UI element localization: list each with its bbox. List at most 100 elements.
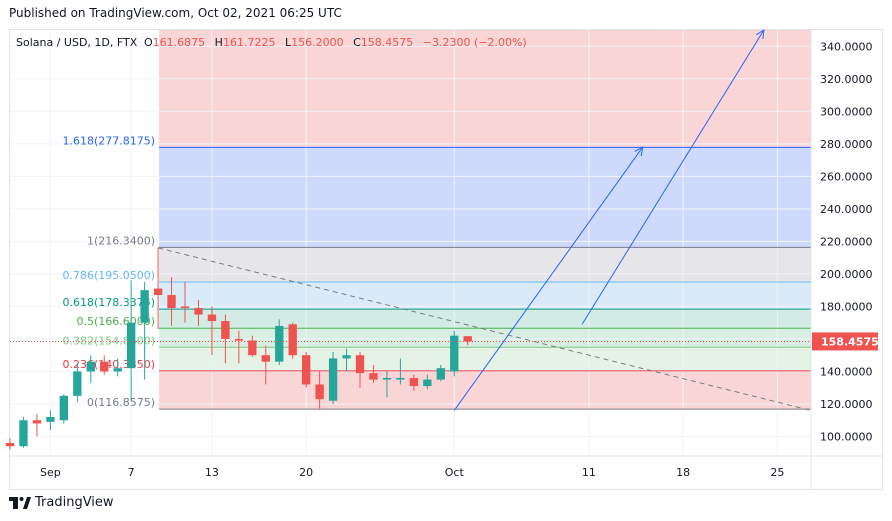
tradingview-logo-text: TradingView (35, 495, 114, 510)
projection-arrow (581, 29, 765, 325)
candle-body (261, 355, 270, 362)
tradingview-logo-icon (9, 496, 31, 509)
y-tick-label: 280.0000 (820, 138, 873, 151)
candle-body (275, 325, 284, 362)
y-tick-label: 300.0000 (820, 105, 873, 118)
fib-label: 0.382(154.8600) (63, 334, 156, 347)
candle-body (19, 420, 28, 447)
fib-zones (159, 30, 811, 410)
fib-zone-382 (159, 347, 811, 371)
candle-body (167, 295, 176, 309)
candle-body (409, 377, 419, 387)
chart-header: Solana / USD, 1D, FTX O161.6875 H161.722… (16, 36, 527, 49)
candle-body (382, 377, 392, 380)
candle-body (59, 395, 69, 421)
y-tick-label: 240.0000 (820, 203, 873, 216)
drawings (10, 29, 812, 411)
y-tick-label: 260.0000 (820, 170, 873, 183)
ohlc-low: 156.2000 (291, 36, 344, 49)
ohlc-high: 161.7225 (223, 36, 276, 49)
candle-body (113, 368, 122, 372)
candle-body (355, 355, 365, 374)
fib-label: 0.236(140.3350) (63, 358, 156, 371)
fib-label: 0(116.8575) (87, 396, 155, 409)
trendline (157, 247, 812, 411)
arrow-head (756, 29, 765, 40)
fib-label: 0.786(195.0500) (63, 269, 156, 282)
candle-body (180, 306, 190, 309)
fib-label: 1(216.3400) (87, 234, 155, 247)
x-tick-label: 25 (770, 466, 784, 479)
chart-frame (9, 29, 883, 490)
candle-body (126, 322, 136, 369)
x-tick-label: 7 (128, 466, 135, 479)
candle-body (248, 340, 257, 356)
candle-body (463, 336, 472, 342)
candle-body (153, 288, 163, 296)
candle-body (221, 321, 230, 339)
y-tick-label: 140.0000 (820, 365, 873, 378)
candle-body (288, 324, 297, 356)
x-tick-label: Sep (40, 466, 61, 479)
fib-zone-1 (159, 247, 811, 282)
fib-zone-786 (159, 281, 811, 310)
published-caption: Published on TradingView.com, Oct 02, 20… (9, 6, 342, 20)
symbol-info: Solana / USD, 1D, FTX (16, 36, 138, 49)
fib-zone-236 (159, 370, 811, 410)
fib-label: 0.5(166.6000) (77, 315, 156, 328)
ohlc-values: O161.6875 H161.7225 L156.2000 C158.4575 … (144, 36, 527, 49)
y-tick-label: 220.0000 (820, 235, 873, 248)
ohlc-open: 161.6875 (153, 36, 206, 49)
candle-body (396, 377, 405, 380)
candle-body (328, 358, 338, 401)
y-tick-label: 100.0000 (820, 430, 873, 443)
candle-body (5, 442, 15, 447)
candle-body (207, 314, 217, 322)
tradingview-logo[interactable]: TradingView (9, 495, 114, 510)
fib-zone-top (159, 30, 811, 148)
fib-lines: 1.618(277.8175) 1(216.3400) 0.786(195.0500… (63, 134, 811, 410)
fib-zone-1618 (159, 147, 811, 248)
candle-body (73, 371, 82, 396)
candle-body (86, 361, 95, 372)
projection-arrow (453, 146, 644, 411)
candle-body (342, 355, 351, 359)
y-tick-label: 340.0000 (820, 40, 873, 53)
fib-zone-618 (159, 309, 811, 329)
y-tick-label: 320.0000 (820, 73, 873, 86)
candle-body (46, 416, 55, 422)
x-tick-label: 13 (205, 466, 219, 479)
ohlc-change: −3.2300 (−2.00%) (423, 36, 527, 49)
y-tick-label: 180.0000 (820, 300, 873, 313)
candle-body (194, 308, 203, 315)
arrow-head (634, 146, 644, 157)
candle-body (100, 361, 109, 372)
axes: 100.0000120.0000140.0000160.0000180.0000… (10, 30, 883, 489)
ohlc-low-label: L (285, 36, 292, 49)
fib-label: 0.618(178.3375) (63, 296, 156, 309)
last-price-badge (812, 332, 878, 351)
candle-body (369, 373, 378, 380)
x-tick-label: 18 (676, 466, 690, 479)
ohlc-close: 158.4575 (361, 36, 414, 49)
y-tick-label: 120.0000 (820, 398, 873, 411)
ohlc-open-label: O (144, 36, 153, 49)
x-tick-label: 20 (299, 466, 313, 479)
candle-body (423, 379, 432, 387)
candle-body (32, 420, 42, 424)
y-tick-label: 200.0000 (820, 268, 873, 281)
fib-zone-5 (159, 328, 811, 348)
candle-body (436, 368, 445, 380)
candle-body (140, 290, 149, 323)
ohlc-high-label: H (215, 36, 223, 49)
last-price-label: 158.4575 (821, 335, 879, 348)
x-tick-label: Oct (445, 466, 465, 479)
candle-body (315, 384, 324, 400)
candle-body (301, 355, 311, 385)
fib-label: 1.618(277.8175) (63, 134, 156, 147)
candle-body (450, 335, 459, 372)
ohlc-close-label: C (353, 36, 361, 49)
x-tick-label: 11 (582, 466, 596, 479)
candles (5, 247, 472, 450)
